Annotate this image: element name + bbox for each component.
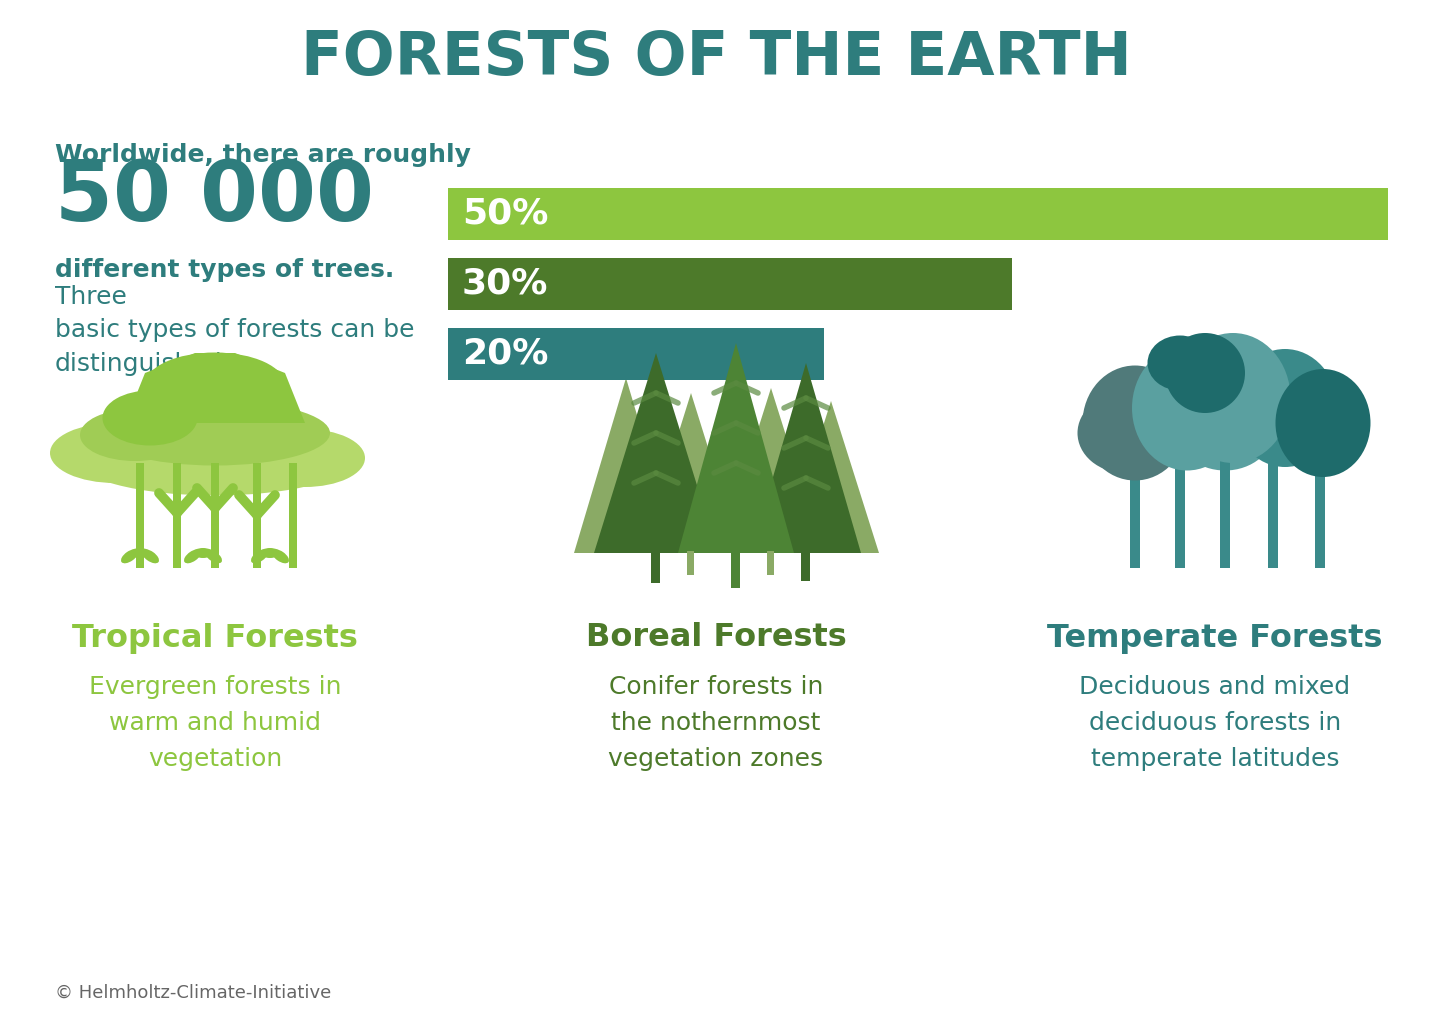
Ellipse shape <box>1148 336 1212 390</box>
Text: Conifer forests in
the nothernmost
vegetation zones: Conifer forests in the nothernmost veget… <box>609 675 824 772</box>
Ellipse shape <box>259 547 279 558</box>
Ellipse shape <box>1078 393 1172 473</box>
Ellipse shape <box>245 429 365 487</box>
Polygon shape <box>575 378 678 553</box>
Text: Three
basic types of forests can be
distinguished.: Three basic types of forests can be dist… <box>54 285 414 376</box>
Polygon shape <box>595 353 718 553</box>
Text: FORESTS OF THE EARTH: FORESTS OF THE EARTH <box>301 29 1132 88</box>
Ellipse shape <box>1281 402 1366 474</box>
Ellipse shape <box>1275 369 1370 477</box>
Polygon shape <box>125 353 305 422</box>
Polygon shape <box>678 343 794 553</box>
Bar <box>449 258 1012 310</box>
Ellipse shape <box>1082 366 1188 480</box>
Ellipse shape <box>272 550 289 563</box>
Polygon shape <box>782 401 878 553</box>
Bar <box>136 463 143 568</box>
Ellipse shape <box>100 401 330 466</box>
Text: Evergreen forests in
warm and humid
vegetation: Evergreen forests in warm and humid vege… <box>89 675 341 772</box>
Text: Boreal Forests: Boreal Forests <box>586 623 847 654</box>
Text: Tropical Forests: Tropical Forests <box>72 623 358 654</box>
Text: Deciduous and mixed
deciduous forests in
temperate latitudes: Deciduous and mixed deciduous forests in… <box>1079 675 1350 772</box>
Ellipse shape <box>193 547 214 558</box>
Text: 20%: 20% <box>461 337 549 371</box>
Bar <box>449 328 824 380</box>
Ellipse shape <box>145 352 285 417</box>
Bar <box>652 551 661 583</box>
Text: different types of trees.: different types of trees. <box>54 258 394 282</box>
Ellipse shape <box>1175 333 1291 463</box>
Text: 50 000: 50 000 <box>54 157 374 239</box>
Ellipse shape <box>130 547 150 558</box>
Ellipse shape <box>1175 385 1275 470</box>
Bar <box>211 463 219 568</box>
Polygon shape <box>719 388 823 553</box>
Bar <box>1268 458 1278 568</box>
Bar <box>1315 458 1326 568</box>
Bar <box>289 463 297 568</box>
Polygon shape <box>751 363 861 553</box>
Ellipse shape <box>75 420 355 496</box>
Ellipse shape <box>205 550 222 563</box>
Polygon shape <box>641 393 741 553</box>
Ellipse shape <box>1232 349 1337 467</box>
Bar <box>801 551 811 581</box>
Ellipse shape <box>50 422 181 483</box>
Text: 30%: 30% <box>461 267 549 301</box>
Bar <box>173 463 181 568</box>
Text: 50%: 50% <box>461 197 549 231</box>
Bar <box>731 551 741 588</box>
Ellipse shape <box>251 550 268 563</box>
Bar <box>254 463 261 568</box>
Ellipse shape <box>120 550 139 563</box>
Bar <box>768 551 774 575</box>
Text: Temperate Forests: Temperate Forests <box>1048 623 1383 654</box>
Bar <box>1219 458 1230 568</box>
Bar <box>688 551 695 575</box>
Bar <box>1175 458 1185 568</box>
Text: Worldwide, there are roughly: Worldwide, there are roughly <box>54 143 471 167</box>
Text: © Helmholtz-Climate-Initiative: © Helmholtz-Climate-Initiative <box>54 984 331 1002</box>
Ellipse shape <box>1132 345 1242 470</box>
Ellipse shape <box>80 409 191 461</box>
Bar <box>1131 458 1141 568</box>
Ellipse shape <box>183 550 202 563</box>
Bar <box>449 188 1389 240</box>
Ellipse shape <box>103 390 198 445</box>
Ellipse shape <box>142 550 159 563</box>
Ellipse shape <box>1165 333 1245 413</box>
